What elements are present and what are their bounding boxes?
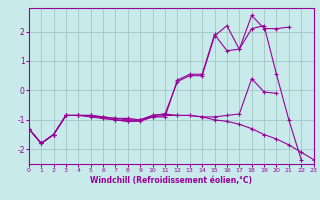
X-axis label: Windchill (Refroidissement éolien,°C): Windchill (Refroidissement éolien,°C) [90,176,252,185]
